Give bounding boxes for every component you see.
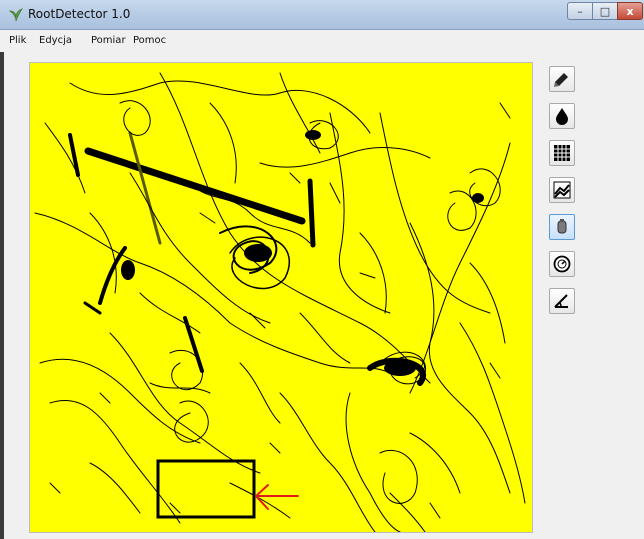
chart-tool-button[interactable] bbox=[549, 177, 575, 203]
grid-icon bbox=[554, 145, 570, 161]
gauge-tool-button[interactable] bbox=[549, 251, 575, 277]
window-edge bbox=[0, 52, 4, 539]
menu-pomoc[interactable]: Pomoc bbox=[133, 35, 167, 46]
angle-tool-button[interactable] bbox=[549, 288, 575, 314]
chart-icon bbox=[553, 181, 571, 199]
minimize-icon: – bbox=[577, 4, 583, 18]
menu-bar: Plik Edycja Pomiar Pomoc bbox=[0, 30, 644, 52]
drop-icon bbox=[556, 108, 568, 125]
cylinder-tool-button[interactable] bbox=[549, 214, 575, 240]
drop-tool-button[interactable] bbox=[549, 103, 575, 129]
root-image-canvas[interactable] bbox=[29, 62, 533, 533]
menu-edycja[interactable]: Edycja bbox=[39, 35, 72, 46]
app-icon bbox=[9, 8, 23, 22]
angle-icon bbox=[554, 294, 568, 308]
minimize-button[interactable]: – bbox=[567, 2, 593, 20]
grid-tool-button[interactable] bbox=[549, 140, 575, 166]
gauge-icon bbox=[553, 255, 571, 273]
maximize-icon: □ bbox=[599, 4, 611, 18]
close-icon: x bbox=[626, 4, 634, 18]
cylinder-icon bbox=[557, 219, 567, 234]
pencil-icon bbox=[554, 73, 568, 87]
pencil-tool-button[interactable] bbox=[549, 66, 575, 92]
title-bar: RootDetector 1.0 – □ x bbox=[0, 0, 644, 30]
close-button[interactable]: x bbox=[617, 2, 643, 20]
window-title: RootDetector 1.0 bbox=[28, 7, 131, 21]
maximize-button[interactable]: □ bbox=[592, 2, 618, 20]
root-image bbox=[34, 72, 526, 532]
menu-plik[interactable]: Plik bbox=[9, 35, 27, 46]
menu-pomiar[interactable]: Pomiar bbox=[91, 35, 126, 46]
